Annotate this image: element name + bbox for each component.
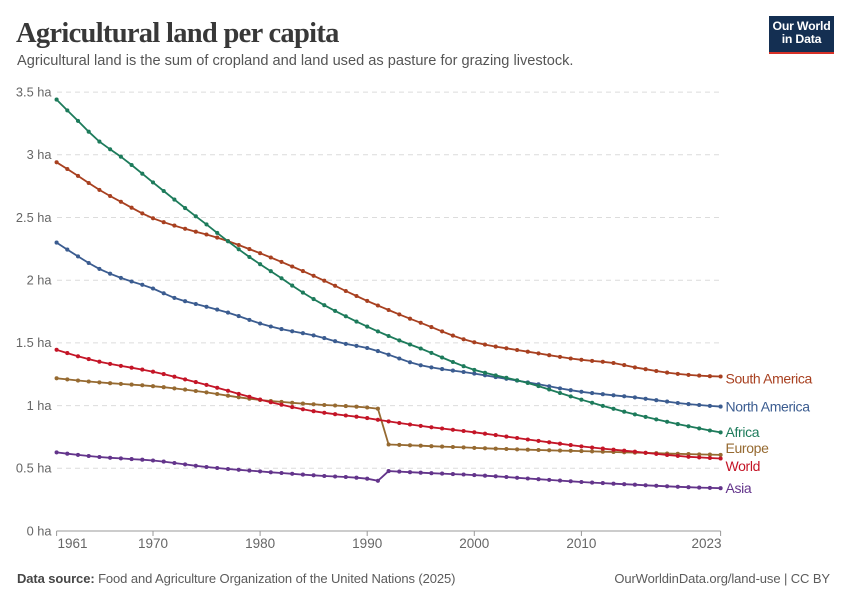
svg-text:1961: 1961: [58, 536, 88, 551]
svg-text:North America: North America: [726, 399, 811, 415]
svg-text:1 ha: 1 ha: [27, 398, 53, 413]
svg-text:2.5 ha: 2.5 ha: [16, 210, 52, 225]
svg-text:Asia: Asia: [726, 480, 752, 496]
svg-text:2 ha: 2 ha: [27, 273, 53, 288]
svg-text:1980: 1980: [245, 536, 275, 551]
svg-text:2000: 2000: [459, 536, 489, 551]
svg-text:0.5 ha: 0.5 ha: [16, 461, 52, 476]
svg-text:1.5 ha: 1.5 ha: [16, 335, 52, 350]
svg-text:3.5 ha: 3.5 ha: [16, 84, 52, 99]
svg-text:2010: 2010: [566, 536, 596, 551]
svg-text:2023: 2023: [691, 536, 721, 551]
svg-text:World: World: [726, 458, 761, 474]
svg-text:Africa: Africa: [726, 424, 760, 440]
svg-text:South America: South America: [726, 371, 813, 387]
svg-text:Europe: Europe: [726, 440, 770, 456]
svg-text:1970: 1970: [138, 536, 168, 551]
svg-text:0 ha: 0 ha: [27, 523, 53, 538]
svg-text:3 ha: 3 ha: [27, 147, 53, 162]
svg-text:1990: 1990: [352, 536, 382, 551]
